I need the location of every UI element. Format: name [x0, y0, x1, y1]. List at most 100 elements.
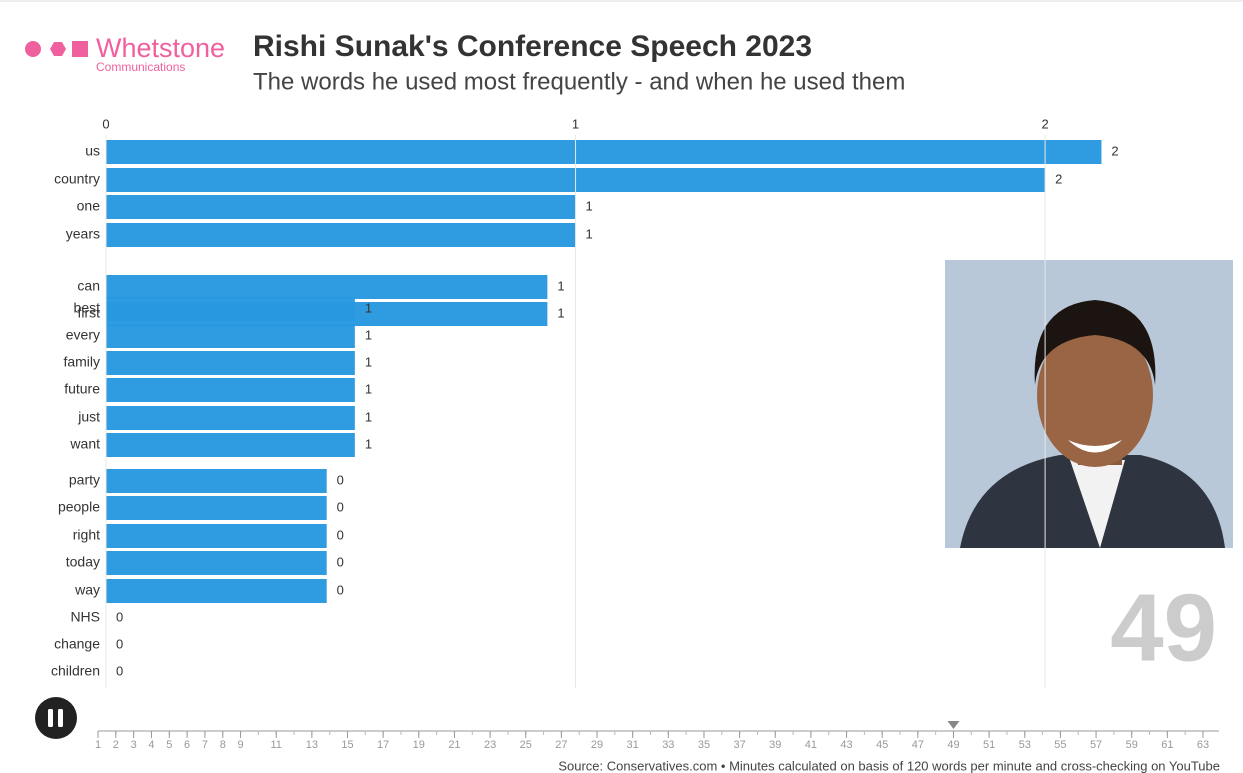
current-step: 49 — [1110, 574, 1217, 681]
category-label: way — [74, 582, 100, 598]
source-note: Source: Conservatives.com • Minutes calc… — [558, 758, 1220, 773]
timeline-tick-label: 2 — [113, 739, 119, 751]
category-label: can — [77, 278, 100, 294]
timeline-tick-label: 6 — [184, 739, 190, 751]
bar — [106, 275, 548, 299]
bar — [106, 297, 355, 321]
timeline-tick-label: 61 — [1161, 739, 1173, 751]
x-tick-label: 0 — [102, 116, 109, 131]
timeline-tick-label: 21 — [448, 739, 460, 751]
timeline-tick-label: 4 — [148, 739, 154, 751]
value-label: 1 — [365, 381, 372, 396]
value-label: 1 — [365, 300, 372, 315]
timeline-tick-label: 8 — [220, 739, 226, 751]
bar — [106, 223, 576, 247]
bar — [106, 469, 327, 493]
timeline-tick-label: 7 — [202, 739, 208, 751]
value-label: 1 — [557, 305, 564, 320]
value-label: 0 — [337, 499, 344, 514]
timeline-tick-label: 31 — [627, 739, 639, 751]
timeline-tick-label: 33 — [662, 739, 674, 751]
bar — [106, 551, 327, 575]
value-label: 0 — [337, 582, 344, 597]
value-label: 1 — [365, 436, 372, 451]
category-label: future — [64, 381, 100, 397]
timeline-tick-label: 25 — [520, 739, 532, 751]
timeline-tick-label: 41 — [805, 739, 817, 751]
timeline-tick-label: 35 — [698, 739, 710, 751]
bar — [106, 433, 355, 457]
timeline-tick-label: 5 — [166, 739, 172, 751]
bar — [106, 378, 355, 402]
category-label: every — [66, 327, 100, 343]
value-label: 1 — [365, 354, 372, 369]
timeline-tick-label: 57 — [1090, 739, 1102, 751]
timeline-marker — [947, 721, 960, 729]
logo-name: Whetstone — [96, 33, 225, 63]
timeline-tick-label: 59 — [1126, 739, 1138, 751]
bar — [106, 324, 355, 348]
category-label: us — [85, 143, 100, 159]
value-label: 0 — [337, 554, 344, 569]
timeline-tick-label: 23 — [484, 739, 496, 751]
category-label: today — [66, 554, 100, 570]
category-label: years — [66, 226, 100, 242]
timeline-tick-label: 39 — [769, 739, 781, 751]
bar — [106, 140, 1102, 164]
timeline-tick-label: 37 — [733, 739, 745, 751]
timeline-tick-label: 43 — [840, 739, 852, 751]
category-label: change — [54, 636, 100, 652]
bar — [106, 496, 327, 520]
timeline-tick-label: 53 — [1019, 739, 1031, 751]
timeline-tick-label: 17 — [377, 739, 389, 751]
value-label: 2 — [1055, 171, 1062, 186]
logo-tagline: Communications — [96, 60, 185, 74]
photo — [945, 260, 1233, 548]
logo-mark — [25, 41, 88, 57]
category-label: country — [54, 171, 100, 187]
value-label: 1 — [586, 198, 593, 213]
timeline-tick-label: 15 — [341, 739, 353, 751]
bar — [106, 406, 355, 430]
x-tick-label: 2 — [1041, 116, 1048, 131]
category-label: party — [69, 472, 100, 488]
value-label: 1 — [586, 226, 593, 241]
timeline-tick-label: 11 — [271, 739, 282, 751]
bar — [106, 195, 576, 219]
category-label: people — [58, 499, 100, 515]
bar — [106, 579, 327, 603]
timeline-tick-label: 3 — [131, 739, 137, 751]
value-label: 0 — [116, 663, 123, 678]
value-label: 0 — [337, 527, 344, 542]
timeline-tick-label: 55 — [1054, 739, 1066, 751]
timeline-tick-label: 13 — [306, 739, 318, 751]
timeline-tick-label: 27 — [555, 739, 567, 751]
timeline-tick-label: 45 — [876, 739, 888, 751]
timeline-tick-label: 49 — [947, 739, 959, 751]
value-label: 1 — [365, 327, 372, 342]
timeline-tick-label: 19 — [413, 739, 425, 751]
category-label: family — [63, 354, 100, 370]
value-label: 0 — [116, 636, 123, 651]
value-label: 1 — [365, 409, 372, 424]
timeline-tick-label: 9 — [238, 739, 244, 751]
x-tick-label: 1 — [572, 116, 579, 131]
chart-subtitle: The words he used most frequently - and … — [253, 68, 905, 95]
category-label: want — [69, 436, 100, 452]
category-label: best — [74, 300, 101, 316]
bar — [106, 351, 355, 375]
pause-button[interactable] — [35, 697, 77, 739]
timeline-tick-label: 1 — [95, 739, 101, 751]
timeline-tick-label: 29 — [591, 739, 603, 751]
category-label: right — [73, 527, 100, 543]
category-label: children — [51, 663, 100, 679]
category-label: just — [77, 409, 100, 425]
value-label: 2 — [1111, 143, 1118, 158]
timeline-tick-label: 63 — [1197, 739, 1209, 751]
category-label: NHS — [70, 609, 100, 625]
category-label: first — [77, 305, 100, 321]
timeline-tick-label: 47 — [912, 739, 924, 751]
value-label: 1 — [557, 278, 564, 293]
timeline-tick-label: 51 — [983, 739, 995, 751]
